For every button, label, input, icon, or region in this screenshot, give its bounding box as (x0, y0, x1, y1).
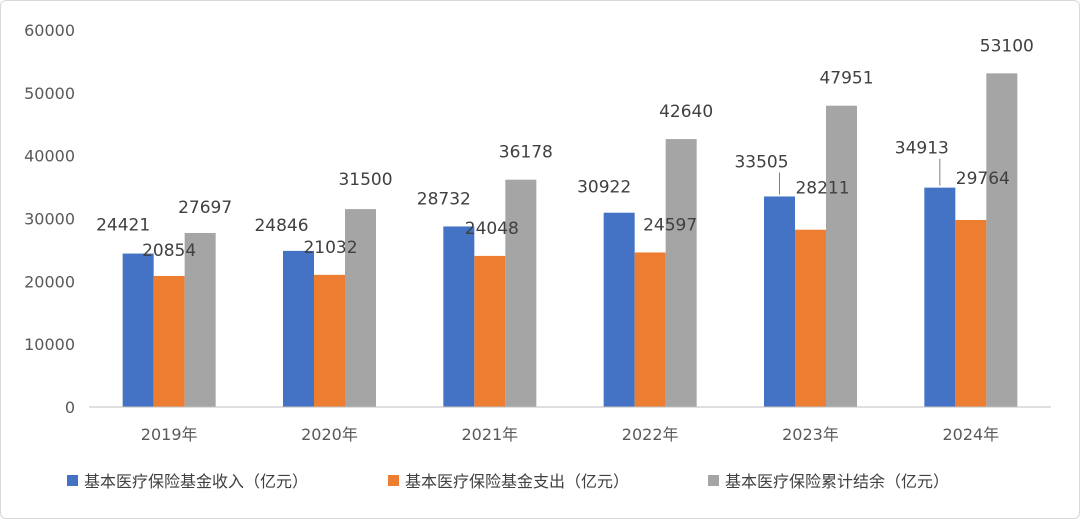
data-label: 28732 (417, 189, 471, 209)
bar-3-1 (184, 232, 216, 407)
bar-1-1 (122, 253, 154, 407)
x-tick-label: 2020年 (301, 425, 358, 444)
data-label: 20854 (142, 241, 196, 261)
y-tick-label: 10000 (24, 335, 75, 354)
data-label: 47951 (819, 69, 873, 89)
x-tick-label: 2019年 (141, 425, 198, 444)
bar-2-1 (153, 275, 185, 407)
x-tick-label: 2022年 (622, 425, 679, 444)
y-tick-label: 20000 (24, 272, 75, 291)
bar-1-5 (764, 196, 795, 407)
data-label: 31500 (338, 170, 392, 190)
legend-swatch-3 (708, 475, 719, 486)
data-label: 36178 (499, 143, 553, 163)
legend-label-3: 基本医疗保险累计结余（亿元） (725, 472, 949, 491)
data-label: 34913 (895, 139, 949, 159)
bar-1-2 (283, 250, 314, 407)
legend-swatch-2 (388, 475, 399, 486)
bar-3-4 (665, 139, 697, 407)
bars (122, 73, 1018, 407)
y-tick-label: 40000 (24, 147, 75, 166)
bar-3-3 (505, 179, 537, 407)
y-tick-label: 0 (65, 398, 75, 417)
bar-2-5 (795, 229, 826, 407)
data-label: 24048 (465, 219, 519, 239)
y-axis-ticks: 0 10000 20000 30000 40000 50000 60000 (24, 21, 75, 417)
data-label: 29764 (956, 169, 1010, 189)
bar-1-3 (443, 226, 475, 407)
bar-1-4 (603, 212, 635, 407)
data-label: 28211 (795, 179, 849, 199)
legend: 基本医疗保险基金收入（亿元） 基本医疗保险基金支出（亿元） 基本医疗保险累计结余（亿… (67, 472, 949, 491)
x-tick-label: 2024年 (942, 425, 999, 444)
data-label: 53100 (980, 36, 1034, 56)
bar-2-4 (634, 252, 666, 407)
bar-1-6 (924, 187, 956, 407)
data-label: 24597 (643, 215, 697, 235)
leader-lines (779, 158, 941, 195)
data-label: 27697 (178, 198, 232, 218)
bar-2-3 (474, 255, 506, 407)
bar-2-6 (955, 219, 987, 407)
y-tick-label: 30000 (24, 210, 75, 229)
data-label: 24846 (254, 216, 308, 236)
data-label: 42640 (659, 102, 713, 122)
data-label: 33505 (734, 152, 788, 172)
legend-swatch-1 (67, 475, 78, 486)
bar-3-2 (345, 209, 376, 407)
x-tick-label: 2023年 (782, 425, 839, 444)
y-tick-label: 50000 (24, 84, 75, 103)
y-tick-label: 60000 (24, 21, 75, 40)
bar-3-5 (826, 105, 857, 407)
legend-label-1: 基本医疗保险基金收入（亿元） (84, 472, 308, 491)
x-axis-ticks: 2019年 2020年 2021年 2022年 2023年 2024年 (141, 425, 999, 444)
data-label: 21032 (303, 238, 357, 258)
legend-label-2: 基本医疗保险基金支出（亿元） (405, 472, 629, 491)
x-tick-label: 2021年 (461, 425, 518, 444)
bar-3-6 (986, 73, 1018, 407)
data-label: 24421 (96, 216, 150, 236)
data-label: 30922 (577, 178, 631, 198)
bar-2-2 (314, 274, 345, 407)
